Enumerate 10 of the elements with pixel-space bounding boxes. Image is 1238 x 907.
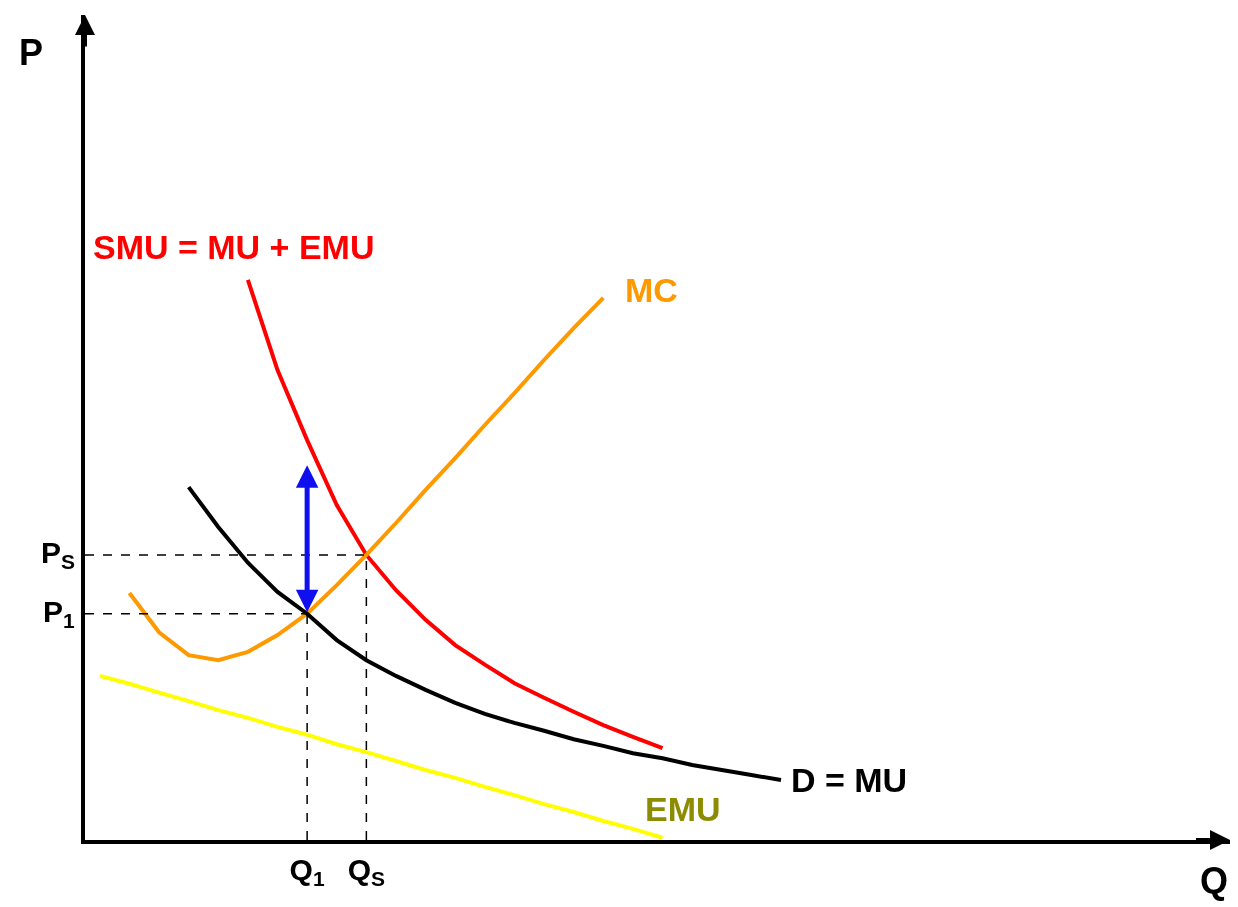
text: Q xyxy=(1200,860,1229,901)
series-label: MC xyxy=(625,271,678,309)
text: P$_{1}$ xyxy=(43,595,76,633)
x-tick-label: Q$_{1}$ xyxy=(289,853,325,891)
series-label: D = MU xyxy=(791,761,908,799)
text: P xyxy=(19,32,44,73)
series-label: SMU = MU + EMU xyxy=(93,228,375,266)
x-tick-label: Q$_{S}$ xyxy=(347,853,386,891)
text: P$_{S}$ xyxy=(41,536,76,574)
series-label: EMU xyxy=(645,790,721,828)
